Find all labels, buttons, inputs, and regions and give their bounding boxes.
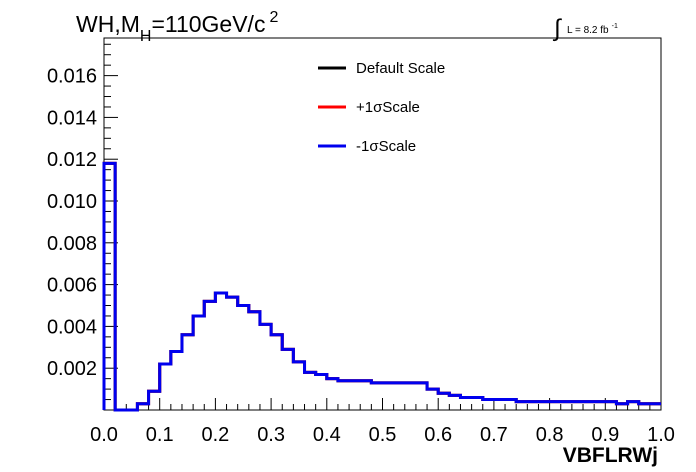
series-layer (102, 161, 661, 412)
y-tick-label: 0.010 (47, 191, 97, 213)
legend-label: +1σScale (356, 99, 420, 116)
title-superscript: 2 (269, 9, 278, 26)
integral-sign: ∫ (552, 15, 562, 42)
x-tick-label: 0.7 (480, 424, 508, 446)
luminosity-label: L = 8.2 fb -1 (567, 23, 618, 36)
legend-label: -1σScale (356, 138, 416, 155)
y-tick-label: 0.016 (47, 66, 97, 88)
x-axis-label: VBFLRWj (563, 444, 658, 467)
y-tick-label: 0.014 (47, 107, 97, 129)
title-subscript: H (140, 28, 152, 45)
y-tick-label: 0.006 (47, 275, 97, 297)
title-rest: =110GeV/c (151, 11, 265, 37)
plot-frame (103, 37, 662, 411)
y-tick-label: 0.002 (47, 358, 97, 380)
series-line (102, 161, 661, 412)
legend-label: Default Scale (356, 60, 445, 77)
x-tick-label: 0.1 (146, 424, 174, 446)
y-axis-ticks: 0.002 0.004 0.006 0.008 0.010 0.012 0.014 0.016 (47, 43, 118, 401)
x-tick-label: 1.0 (647, 424, 675, 446)
y-tick-label: 0.012 (47, 149, 97, 171)
x-tick-label: 0.9 (591, 424, 619, 446)
chart-title: WH,MH=110GeV/c 2 (76, 9, 278, 45)
x-tick-label: 0.6 (424, 424, 452, 446)
luminosity-main: L = 8.2 fb (567, 25, 609, 36)
luminosity-superscript: -1 (612, 23, 618, 30)
x-tick-label: 0.4 (313, 424, 341, 446)
series-line (102, 161, 661, 412)
x-tick-label: 0.2 (201, 424, 229, 446)
legend: Default Scale +1σScale -1σScale (318, 60, 445, 155)
x-axis-ticks: 0.0 0.1 0.2 0.3 0.4 0.5 0.6 0.7 0.8 0.9 1.0 (90, 398, 675, 446)
y-tick-label: 0.008 (47, 233, 97, 255)
x-tick-label: 0.5 (369, 424, 397, 446)
series-line (102, 161, 661, 412)
title-main: WH,M (76, 11, 140, 37)
y-tick-label: 0.004 (47, 316, 97, 338)
x-tick-label: 0.8 (536, 424, 564, 446)
x-tick-label: 0.3 (257, 424, 285, 446)
x-tick-label: 0.0 (90, 424, 118, 446)
